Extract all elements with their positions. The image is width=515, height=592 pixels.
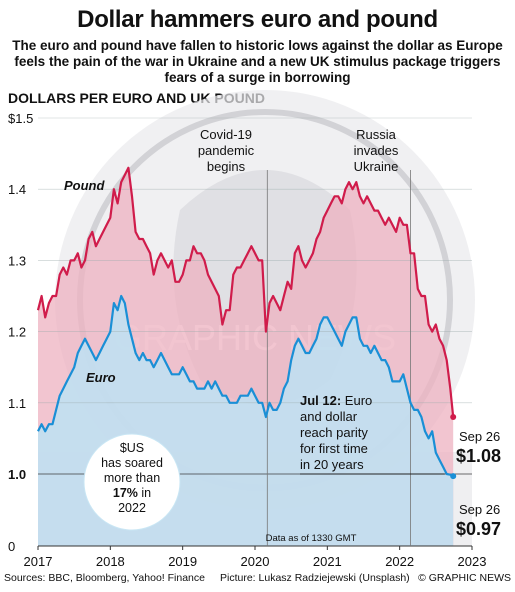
y-tick-label: $1.5 — [8, 111, 33, 126]
chart-subtitle: The euro and pound have fallen to histor… — [12, 38, 503, 85]
y-tick-label: 0 — [8, 539, 15, 554]
x-tick-label: 2021 — [313, 554, 342, 569]
covid-annotation-line: begins — [207, 159, 246, 174]
covid-annotation-line: pandemic — [198, 143, 255, 158]
euro-end-value: $0.97 — [456, 519, 501, 539]
y-tick-label: 1.2 — [8, 325, 26, 340]
y-tick-label: 1.3 — [8, 253, 26, 268]
covid-annotation-line: Covid-19 — [200, 127, 252, 142]
footer-sources: Sources: BBC, Bloomberg, Yahoo! Finance — [4, 572, 205, 584]
russia-annotation-line: invades — [354, 143, 399, 158]
y-tick-label: 1.4 — [8, 182, 26, 197]
x-tick-label: 2023 — [458, 554, 487, 569]
footer-credit: © GRAPHIC NEWS — [418, 572, 511, 584]
dollar-callout-circle — [83, 433, 181, 531]
y-tick-label: 1.0 — [8, 467, 26, 482]
dollar-callout-line: $US — [120, 441, 144, 455]
pound-end-value: $1.08 — [456, 446, 501, 466]
data-note: Data as of 1330 GMT — [266, 533, 357, 544]
parity-annotation-line: in 20 years — [300, 457, 364, 472]
footer-picture: Picture: Lukasz Radziejewski (Unsplash) — [220, 572, 410, 584]
euro-series-label: Euro — [86, 370, 116, 385]
euro-end-point — [450, 473, 457, 480]
parity-annotation-line: and dollar — [300, 409, 358, 424]
dollar-callout-line: more than — [104, 471, 160, 485]
pound-series-label: Pound — [64, 178, 105, 193]
parity-annotation-line: reach parity — [300, 425, 368, 440]
y-tick-label: 1.1 — [8, 396, 26, 411]
russia-annotation-line: Ukraine — [354, 159, 399, 174]
x-tick-label: 2022 — [385, 554, 414, 569]
dollar-callout-line: has soared — [101, 456, 163, 470]
euro-line — [37, 294, 454, 478]
parity-annotation-title: Jul 12: Euro — [300, 393, 372, 408]
pound-end-date: Sep 26 — [459, 429, 500, 444]
x-tick-label: 2017 — [24, 554, 53, 569]
dollar-callout-year: 2022 — [118, 501, 146, 515]
parity-annotation-line: for first time — [300, 441, 368, 456]
pound-line — [36, 166, 455, 418]
pound-end-point — [450, 414, 457, 421]
chart-title: Dollar hammers euro and pound — [77, 6, 438, 33]
dollar-callout-percent: 17% in — [113, 486, 151, 500]
x-tick-label: 2020 — [241, 554, 270, 569]
russia-annotation-line: Russia — [356, 127, 397, 142]
x-tick-label: 2019 — [168, 554, 197, 569]
euro-end-date: Sep 26 — [459, 502, 500, 517]
x-tick-label: 2018 — [96, 554, 125, 569]
